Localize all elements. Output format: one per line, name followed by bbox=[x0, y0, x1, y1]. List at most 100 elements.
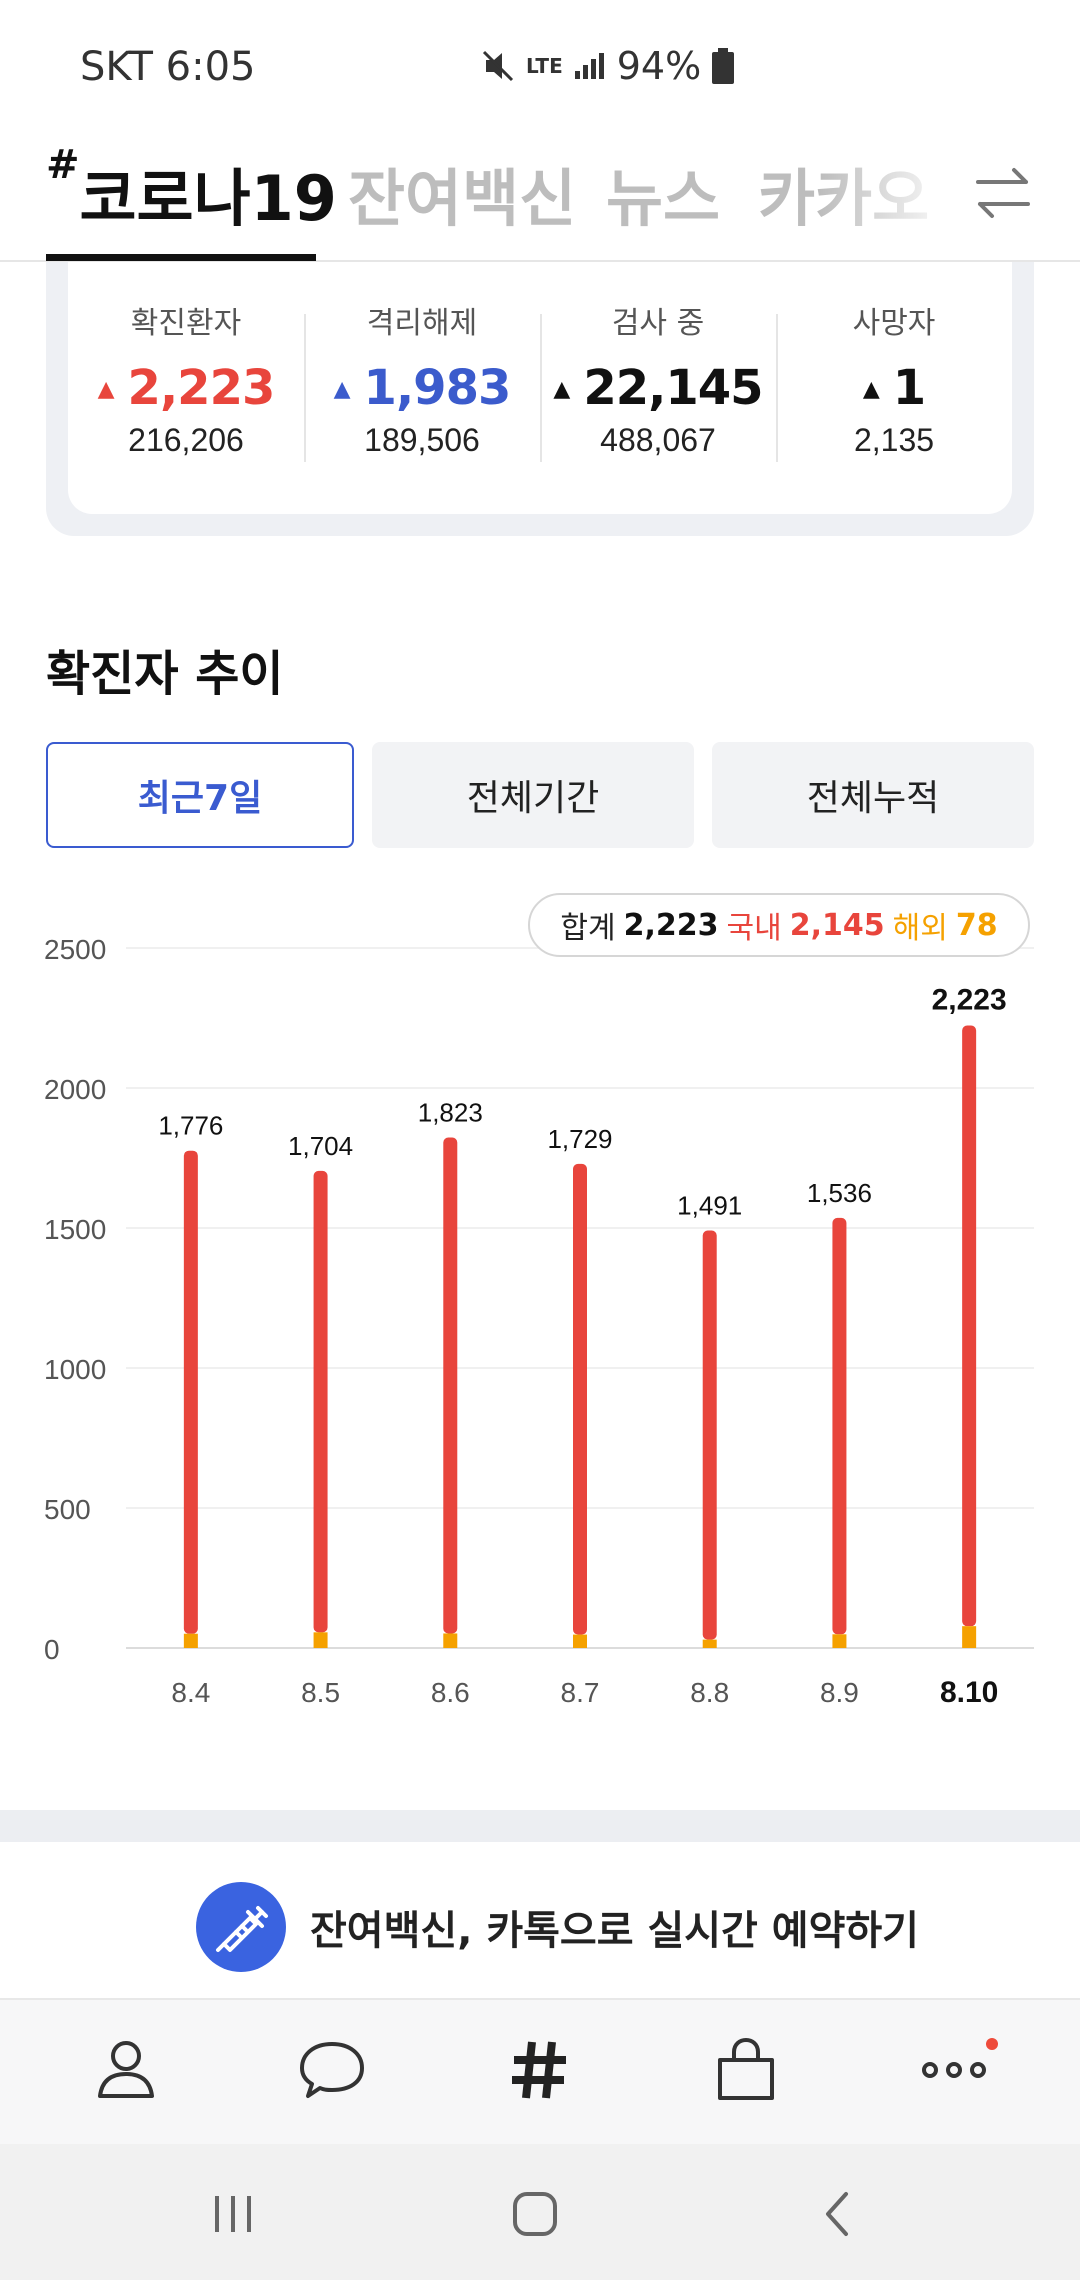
stat-testing: 검사 중 ▲ 22,145 488,067 bbox=[540, 298, 776, 459]
stat-value: ▲ 1,983 bbox=[304, 360, 540, 416]
bar-value-label: 1,776 bbox=[158, 1111, 223, 1141]
x-tick-label: 8.4 bbox=[171, 1677, 210, 1708]
stat-value: ▲ 1 bbox=[776, 360, 1012, 416]
bar-domestic bbox=[443, 1137, 458, 1634]
stat-confirmed: 확진환자 ▲ 2,223 216,206 bbox=[68, 298, 304, 459]
x-tick-label: 8.6 bbox=[431, 1677, 470, 1708]
stat-total: 216,206 bbox=[128, 422, 244, 458]
bar-overseas bbox=[183, 1633, 198, 1648]
chart-tooltip: 합계 2,223 국내 2,145 해외 78 bbox=[528, 893, 1030, 957]
stat-value-number: 1,983 bbox=[363, 360, 512, 416]
stat-label: 검사 중 bbox=[611, 306, 705, 341]
bar-domestic bbox=[702, 1230, 717, 1640]
y-tick-label: 1500 bbox=[44, 1214, 106, 1245]
divider bbox=[304, 314, 306, 462]
stats-panel: 확진환자 ▲ 2,223 216,206 격리해제 ▲ 1,983 189,506 … bbox=[46, 262, 1034, 536]
bar-domestic bbox=[573, 1163, 587, 1635]
x-tick-label: 8.8 bbox=[690, 1677, 729, 1708]
tooltip-overseas-value: 78 bbox=[955, 907, 998, 943]
x-tick-label: 8.9 bbox=[820, 1677, 859, 1708]
system-nav-bar bbox=[0, 2144, 1080, 2280]
period-recent-7days-button[interactable]: 최근7일 bbox=[46, 742, 354, 848]
syringe-icon bbox=[196, 1882, 286, 1972]
stat-value: ▲ 22,145 bbox=[540, 360, 776, 416]
stat-value-number: 1 bbox=[892, 360, 926, 416]
divider bbox=[776, 314, 778, 462]
tooltip-sum-value: 2,223 bbox=[623, 907, 719, 943]
tab-fade bbox=[820, 130, 960, 260]
battery-icon bbox=[712, 48, 735, 84]
stat-value-number: 22,145 bbox=[583, 360, 763, 416]
bar-domestic bbox=[962, 1025, 977, 1627]
signal-icon bbox=[574, 53, 604, 79]
stat-label: 확진환자 bbox=[130, 306, 242, 341]
tooltip-domestic-value: 2,145 bbox=[789, 907, 885, 943]
bar-overseas bbox=[702, 1639, 717, 1648]
y-tick-label: 2500 bbox=[44, 934, 106, 965]
stats-card: 확진환자 ▲ 2,223 216,206 격리해제 ▲ 1,983 189,506 … bbox=[68, 262, 1012, 514]
stat-total: 189,506 bbox=[364, 422, 480, 458]
bar-overseas bbox=[962, 1626, 977, 1648]
recent-apps-icon[interactable] bbox=[203, 2184, 263, 2244]
bar-domestic bbox=[313, 1170, 328, 1633]
tab-label: 뉴스 bbox=[606, 162, 721, 235]
y-tick-label: 2000 bbox=[44, 1074, 106, 1105]
y-tick-label: 0 bbox=[44, 1634, 60, 1665]
up-triangle-icon: ▲ bbox=[97, 377, 115, 402]
stat-total: 2,135 bbox=[853, 422, 935, 458]
active-tab-indicator bbox=[46, 254, 316, 261]
x-tick-label: 8.5 bbox=[301, 1677, 340, 1708]
bar-value-label: 2,223 bbox=[932, 984, 1007, 1017]
banner-text: 잔여백신, 카톡으로 실시간 예약하기 bbox=[310, 1908, 919, 1954]
bar-overseas bbox=[443, 1633, 458, 1648]
network-type: LTE bbox=[526, 54, 563, 78]
tooltip-sum-label: 합계 bbox=[560, 911, 616, 946]
hash-icon[interactable] bbox=[500, 2030, 580, 2110]
bar-domestic bbox=[832, 1217, 847, 1635]
back-icon[interactable] bbox=[808, 2184, 868, 2244]
shopping-bag-icon[interactable] bbox=[706, 2030, 786, 2110]
chat-bubble-icon[interactable] bbox=[292, 2030, 372, 2110]
tab-news[interactable]: 뉴스 bbox=[606, 148, 720, 238]
section-title: 확진자 추이 bbox=[46, 646, 284, 702]
tooltip-domestic-label: 국내 bbox=[726, 911, 782, 946]
top-tab-bar: #코로나19 잔여백신 뉴스 카카오 bbox=[0, 130, 1080, 262]
divider bbox=[540, 314, 542, 462]
mute-icon bbox=[482, 50, 514, 82]
bar-overseas bbox=[573, 1634, 587, 1648]
bottom-nav bbox=[0, 1998, 1080, 2144]
period-cumulative-button[interactable]: 전체누적 bbox=[712, 742, 1034, 848]
stat-value: ▲ 2,223 bbox=[68, 360, 304, 416]
swap-arrows-icon[interactable] bbox=[966, 156, 1040, 230]
x-tick-label: 8.7 bbox=[561, 1677, 600, 1708]
tab-label: 잔여백신 bbox=[348, 162, 577, 235]
status-icons: LTE 94% bbox=[480, 44, 735, 88]
tooltip-overseas-label: 해외 bbox=[892, 911, 948, 946]
bar-value-label: 1,491 bbox=[677, 1191, 742, 1221]
status-bar: SKT 6:05 LTE 94% bbox=[0, 0, 1080, 130]
more-icon[interactable] bbox=[914, 2030, 994, 2110]
confirmed-trend-chart: 0 500 1000 1500 2000 2500 1,776 8.4 1,704 8.5 1,82… bbox=[44, 934, 1034, 1709]
bar-domestic bbox=[183, 1150, 198, 1634]
battery-percent: 94% bbox=[616, 44, 702, 88]
tab-remaining-vaccine[interactable]: 잔여백신 bbox=[348, 148, 576, 238]
bar-value-label: 1,729 bbox=[547, 1124, 612, 1154]
bar-value-label: 1,704 bbox=[288, 1131, 353, 1161]
period-all-button[interactable]: 전체기간 bbox=[372, 742, 694, 848]
bar-value-label: 1,823 bbox=[418, 1098, 483, 1128]
up-triangle-icon: ▲ bbox=[862, 377, 880, 402]
stat-released: 격리해제 ▲ 1,983 189,506 bbox=[304, 298, 540, 459]
tab-corona19[interactable]: #코로나19 bbox=[46, 142, 337, 238]
stat-label: 사망자 bbox=[852, 306, 936, 341]
bar-overseas bbox=[313, 1632, 328, 1648]
stat-total: 488,067 bbox=[600, 422, 716, 458]
tab-label: 코로나19 bbox=[79, 162, 337, 235]
person-icon[interactable] bbox=[86, 2030, 166, 2110]
y-tick-label: 500 bbox=[44, 1494, 91, 1525]
x-tick-label: 8.10 bbox=[940, 1676, 998, 1709]
stat-value-number: 2,223 bbox=[127, 360, 276, 416]
home-icon[interactable] bbox=[505, 2184, 565, 2244]
vaccine-reservation-banner[interactable]: 잔여백신, 카톡으로 실시간 예약하기 bbox=[0, 1842, 1080, 1998]
notification-dot bbox=[986, 2038, 998, 2050]
bar-value-label: 1,536 bbox=[807, 1178, 872, 1208]
